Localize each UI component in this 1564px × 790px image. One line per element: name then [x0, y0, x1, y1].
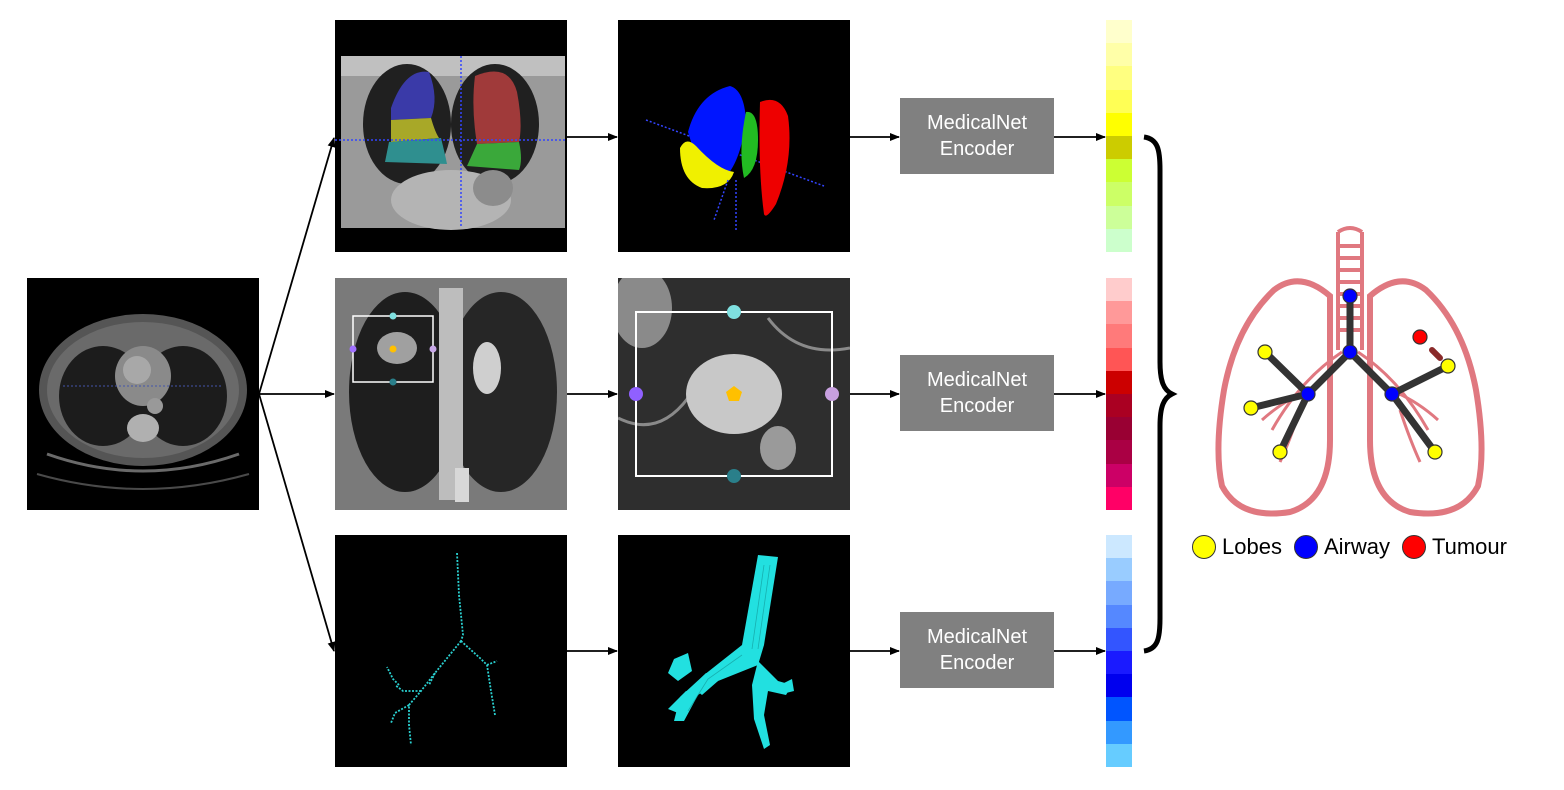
- tumour-edge: [1429, 347, 1443, 361]
- feature-cell: [1106, 558, 1132, 582]
- feature-cell: [1106, 720, 1132, 744]
- airway-centerline: [335, 535, 567, 767]
- encoder-label-line2: Encoder: [939, 395, 1015, 417]
- feature-cell: [1106, 66, 1132, 90]
- medicalnet-encoder-lobes: MedicalNet Encoder: [900, 98, 1054, 174]
- lobe-node: [1440, 358, 1456, 374]
- feature-cell: [1106, 535, 1132, 559]
- graph-edges: [1247, 292, 1452, 456]
- feature-cell: [1106, 394, 1132, 418]
- feature-cell: [1106, 301, 1132, 325]
- legend-label: Airway: [1323, 534, 1390, 559]
- legend-item-tumour: Tumour: [1401, 534, 1507, 560]
- arrow-input-to-airway: [258, 393, 336, 652]
- tumour-bbox-coronal: [335, 278, 567, 510]
- feature-cell: [1106, 182, 1132, 206]
- lung-graph-icon: [1215, 226, 1485, 517]
- feature-cell: [1106, 159, 1132, 183]
- tumour-node: [1412, 329, 1428, 345]
- feature-cell: [1106, 581, 1132, 605]
- feature-cell: [1106, 324, 1132, 348]
- graph-nodes: [1243, 288, 1456, 460]
- medicalnet-encoder-tumour: MedicalNet Encoder: [900, 355, 1054, 431]
- legend-label: Lobes: [1222, 534, 1282, 559]
- medicalnet-encoder-airway: MedicalNet Encoder: [900, 612, 1054, 688]
- feature-cell: [1106, 697, 1132, 721]
- feature-cell: [1106, 627, 1132, 652]
- feature-cell: [1106, 417, 1132, 441]
- feature-cell: [1106, 370, 1132, 395]
- encoder-label-line2: Encoder: [939, 652, 1015, 674]
- brace-icon: [1143, 134, 1178, 654]
- feature-cell: [1106, 112, 1132, 137]
- tumour-bbox-coronal-panel: [335, 278, 567, 510]
- airway-node: [1384, 386, 1400, 402]
- legend-item-lobes: Lobes: [1192, 534, 1282, 560]
- lobe-node: [1427, 444, 1443, 460]
- feature-cell: [1106, 743, 1132, 768]
- feature-cell: [1106, 20, 1132, 44]
- encoder-label-line1: MedicalNet: [926, 369, 1028, 391]
- graph-legend: Lobes Airway Tumour: [1192, 530, 1519, 564]
- lobe-segmentation-coronal: [335, 20, 567, 252]
- feature-cell: [1106, 651, 1132, 675]
- airway-3d-render-panel: [618, 535, 850, 767]
- feature-cell: [1106, 674, 1132, 698]
- feature-cell: [1106, 228, 1132, 253]
- encoder-label-line1: MedicalNet: [926, 626, 1028, 648]
- feature-cell: [1106, 347, 1132, 371]
- feature-cell: [1106, 604, 1132, 628]
- arrow-input-to-lobes: [258, 137, 336, 395]
- airway-node-icon: [1293, 535, 1318, 559]
- feature-cell: [1106, 136, 1132, 160]
- feature-cell: [1106, 463, 1132, 487]
- airway-3d-render: [618, 535, 850, 767]
- legend-label: Tumour: [1431, 534, 1507, 559]
- tumour-crop: [618, 278, 850, 510]
- airway-node: [1300, 386, 1316, 402]
- feature-cell: [1106, 89, 1132, 113]
- feature-cell: [1106, 440, 1132, 464]
- trachea-icon: [1336, 226, 1364, 350]
- feature-cell: [1106, 486, 1132, 511]
- ct-axial-image: [27, 278, 259, 510]
- encoder-label-line2: Encoder: [939, 138, 1015, 160]
- tumour-crop-panel: [618, 278, 850, 510]
- feature-vector-lobes: [1106, 20, 1132, 253]
- feature-cell: [1106, 205, 1132, 229]
- input-ct-axial-slice: [27, 278, 259, 510]
- lobe-node: [1257, 344, 1273, 360]
- tumour-node-icon: [1401, 535, 1426, 559]
- feature-cell: [1106, 278, 1132, 302]
- feature-cell: [1106, 43, 1132, 67]
- airway-node: [1342, 344, 1358, 360]
- lobe-segmentation-coronal-panel: [335, 20, 567, 252]
- lobe-node: [1272, 444, 1288, 460]
- airway-centerline-panel: [335, 535, 567, 767]
- encoder-label-line1: MedicalNet: [926, 112, 1028, 134]
- feature-vector-airway: [1106, 535, 1132, 768]
- lobe-node: [1243, 400, 1259, 416]
- lung-outline-icon: [1215, 278, 1485, 517]
- airway-node: [1342, 288, 1358, 304]
- lobe-3d-render: [618, 20, 850, 252]
- bronchi-icon: [1260, 350, 1440, 463]
- legend-item-airway: Airway: [1293, 534, 1390, 560]
- feature-vector-tumour: [1106, 278, 1132, 511]
- lobe-3d-render-panel: [618, 20, 850, 252]
- lobe-node-icon: [1192, 535, 1216, 559]
